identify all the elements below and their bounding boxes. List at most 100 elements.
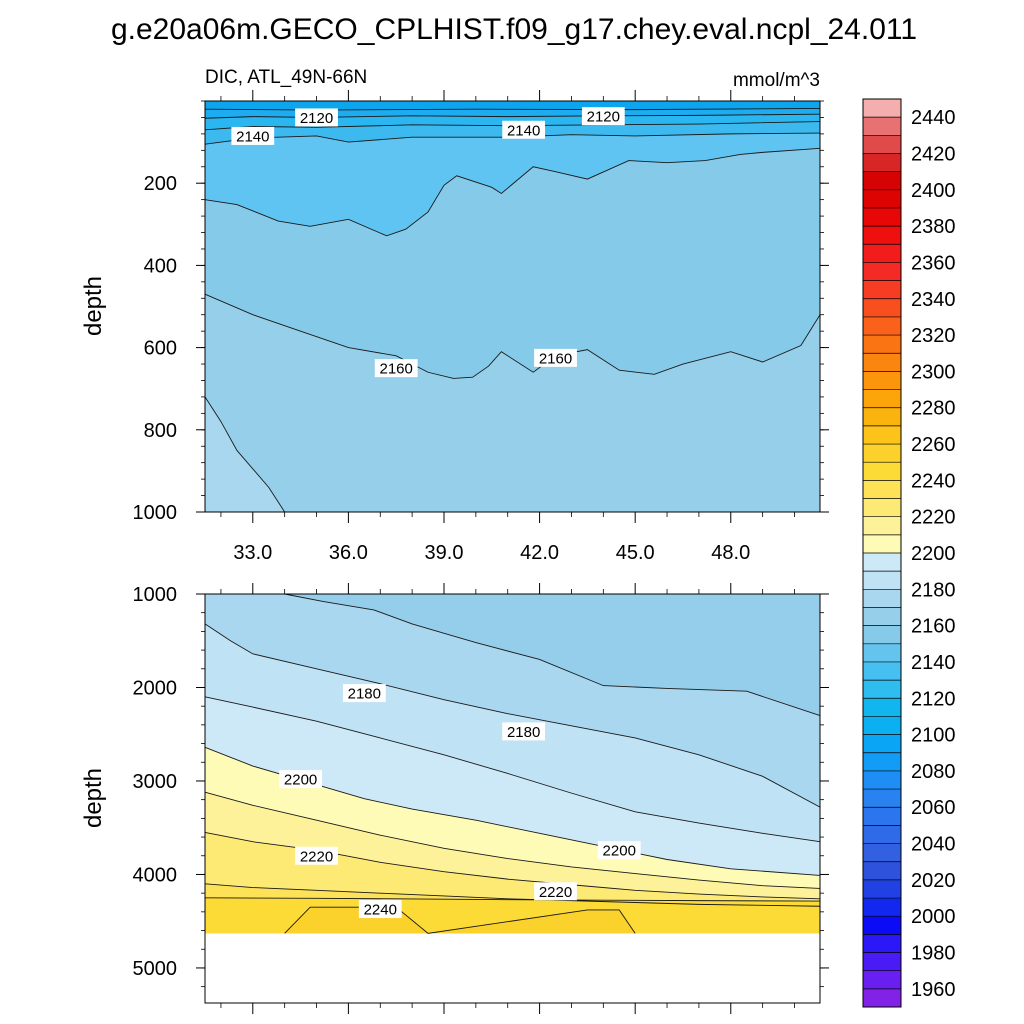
colorbar-tick-label: 2400 bbox=[911, 180, 956, 202]
colorbar-swatch bbox=[863, 879, 901, 899]
bottom-y-tick-label: 1000 bbox=[133, 584, 178, 606]
colorbar-tick-label: 2020 bbox=[911, 870, 956, 892]
top-x-tick-label: 42.0 bbox=[520, 542, 559, 564]
colorbar-swatch bbox=[863, 916, 901, 935]
bottom-contour-line-2240 bbox=[284, 906, 636, 934]
colorbar-tick-label: 2340 bbox=[911, 289, 956, 311]
colorbar-swatch bbox=[863, 189, 901, 209]
top-contour-line-2120 bbox=[204, 113, 821, 119]
colorbar-swatch bbox=[863, 970, 901, 990]
bottom-contour-label-bg bbox=[502, 722, 546, 741]
colorbar-swatch bbox=[863, 789, 901, 808]
colorbar-swatch bbox=[863, 298, 901, 318]
colorbar-tick-label: 2040 bbox=[911, 834, 956, 856]
bottom-contour-label-bg bbox=[342, 684, 386, 703]
top-contour-label-bg bbox=[502, 120, 546, 139]
colorbar-tick-label: 2160 bbox=[911, 616, 956, 638]
colorbar-tick-label: 2060 bbox=[911, 797, 956, 819]
top-x-tick-label: 39.0 bbox=[425, 542, 464, 564]
bottom-contour-label-bg bbox=[358, 900, 402, 919]
colorbar-swatch bbox=[863, 207, 901, 227]
colorbar-tick-label: 2140 bbox=[911, 652, 956, 674]
top-contour-label-bg bbox=[295, 108, 338, 127]
top-contour-label-bg bbox=[231, 126, 275, 145]
top-contour-label-bg bbox=[581, 107, 625, 126]
bottom-contour-label-bg bbox=[597, 841, 641, 860]
colorbar-swatch bbox=[863, 952, 901, 971]
bottom-contour-label: 2180 bbox=[348, 686, 381, 703]
colorbar-swatch bbox=[863, 843, 901, 863]
top-contour-line-2130 bbox=[204, 121, 821, 131]
colorbar-swatch bbox=[863, 353, 901, 372]
colorbar-swatch bbox=[863, 861, 901, 881]
colorbar-swatch bbox=[863, 607, 901, 626]
bottom-y-tick-label: 4000 bbox=[133, 864, 178, 886]
top-subtitle-right: mmol/m^3 bbox=[733, 70, 820, 91]
bottom-contour-label: 2220 bbox=[300, 848, 333, 865]
colorbar-tick-label: 2420 bbox=[911, 143, 956, 165]
colorbar-swatch bbox=[863, 589, 901, 608]
colorbar-swatch bbox=[863, 770, 901, 790]
colorbar-swatch bbox=[863, 462, 901, 481]
colorbar-swatch bbox=[863, 99, 901, 118]
colorbar-tick-label: 2100 bbox=[911, 725, 956, 747]
top-contour-line-2110 bbox=[204, 107, 821, 111]
colorbar-swatch bbox=[863, 498, 901, 517]
colorbar-tick-label: 2260 bbox=[911, 434, 956, 456]
colorbar-tick-label: 2000 bbox=[911, 906, 956, 928]
colorbar-swatch bbox=[863, 262, 901, 281]
colorbar-swatch bbox=[863, 752, 901, 772]
top-y-tick-label: 200 bbox=[144, 173, 177, 195]
top-contour-label: 2120 bbox=[587, 109, 620, 126]
bottom-contour-label: 2200 bbox=[284, 772, 317, 789]
top-x-tick-label: 48.0 bbox=[711, 542, 750, 564]
top-contour-line-2170 bbox=[204, 396, 286, 513]
colorbar-swatch bbox=[863, 643, 901, 663]
colorbar-frame bbox=[862, 98, 902, 1008]
colorbar-swatch bbox=[863, 153, 901, 172]
colorbar-swatch bbox=[863, 480, 901, 499]
top-contour-label: 2160 bbox=[380, 361, 413, 378]
bottom-y-tick-label: 3000 bbox=[133, 771, 178, 793]
colorbar-tick-label: 2300 bbox=[911, 361, 956, 383]
colorbar-tick-label: 2120 bbox=[911, 688, 956, 710]
top-y-axis-label: depth bbox=[80, 276, 107, 336]
colorbar-swatch bbox=[863, 553, 901, 572]
top-contour-panel: 2120 2140 2140 2120 2160 2160 200 400 600 800 1000… bbox=[133, 90, 829, 564]
top-plot-frame bbox=[204, 100, 821, 513]
top-contour-label: 2140 bbox=[507, 122, 540, 139]
bottom-contour-label: 2200 bbox=[603, 843, 636, 860]
colorbar-swatch bbox=[863, 988, 901, 1008]
bottom-contour-label-bg bbox=[279, 770, 322, 789]
top-y-tick-label: 400 bbox=[144, 255, 177, 277]
colorbar-swatch bbox=[863, 625, 901, 645]
colorbar-swatch bbox=[863, 425, 901, 445]
bottom-contour-label-bg bbox=[534, 882, 577, 901]
colorbar-tick-label: 2200 bbox=[911, 543, 956, 565]
colorbar-swatch bbox=[863, 825, 901, 844]
bottom-contour-label: 2180 bbox=[507, 724, 540, 741]
bottom-contour-panel: 2180 2180 2200 2200 2220 2220 2240 1000 2000 3000… bbox=[133, 583, 829, 1014]
colorbar-swatch bbox=[863, 734, 901, 754]
top-band-fill bbox=[205, 294, 820, 512]
bottom-y-tick-label: 5000 bbox=[133, 958, 178, 980]
top-contour-label: 2120 bbox=[300, 110, 333, 127]
bottom-contour-label-bg bbox=[295, 846, 338, 865]
colorbar-swatch bbox=[863, 661, 901, 681]
colorbar-tick-label: 2440 bbox=[911, 107, 956, 129]
colorbar-swatch bbox=[863, 934, 901, 953]
bottom-plot-frame bbox=[204, 593, 821, 1004]
bottom-y-tick-label: 2000 bbox=[133, 677, 178, 699]
bottom-contour-line-2180 bbox=[204, 623, 821, 808]
colorbar-swatch bbox=[863, 534, 901, 554]
colorbar-tick-label: 1960 bbox=[911, 979, 956, 1001]
bottom-contour-line-2190 bbox=[204, 696, 821, 843]
top-contour-label-bg bbox=[534, 348, 577, 367]
top-subtitle-left: DIC, ATL_49N-66N bbox=[205, 67, 367, 88]
colorbar-swatch bbox=[863, 898, 901, 917]
bottom-contour-line-2170 bbox=[284, 593, 821, 716]
top-contour-label-bg bbox=[374, 359, 418, 378]
colorbar-tick-label: 2380 bbox=[911, 216, 956, 238]
colorbar-swatch bbox=[863, 117, 901, 136]
bottom-contour-line-2210 bbox=[204, 791, 821, 889]
